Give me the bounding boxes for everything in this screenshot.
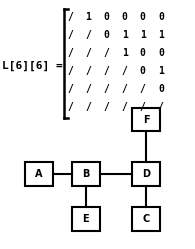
Text: /: / <box>85 84 91 94</box>
Text: 1: 1 <box>122 48 128 58</box>
Bar <box>132 108 160 131</box>
Bar <box>72 207 100 231</box>
Text: 0: 0 <box>122 11 128 22</box>
Text: /: / <box>104 66 109 76</box>
Text: /: / <box>104 84 109 94</box>
Text: /: / <box>158 102 164 113</box>
Text: D: D <box>142 169 150 179</box>
Text: 0: 0 <box>104 30 109 40</box>
Text: C: C <box>143 214 150 224</box>
Text: 0: 0 <box>158 48 164 58</box>
Text: 0: 0 <box>140 66 146 76</box>
Text: 0: 0 <box>158 11 164 22</box>
Text: A: A <box>35 169 43 179</box>
Text: /: / <box>67 11 73 22</box>
Text: /: / <box>67 66 73 76</box>
Text: 1: 1 <box>122 30 128 40</box>
Text: /: / <box>67 48 73 58</box>
Text: /: / <box>67 102 73 113</box>
Text: F: F <box>143 115 150 124</box>
Text: 0: 0 <box>140 11 146 22</box>
Bar <box>132 207 160 231</box>
Bar <box>72 162 100 186</box>
Bar <box>25 162 53 186</box>
Text: /: / <box>122 102 128 113</box>
Text: /: / <box>85 102 91 113</box>
Text: /: / <box>67 30 73 40</box>
Text: 0: 0 <box>140 48 146 58</box>
Text: /: / <box>104 102 109 113</box>
Bar <box>132 162 160 186</box>
Text: 1: 1 <box>85 11 91 22</box>
Text: 1: 1 <box>158 30 164 40</box>
Text: 0: 0 <box>158 84 164 94</box>
Text: 1: 1 <box>140 30 146 40</box>
Text: /: / <box>140 102 146 113</box>
Text: B: B <box>82 169 90 179</box>
Text: /: / <box>85 66 91 76</box>
Text: /: / <box>122 66 128 76</box>
Text: 0: 0 <box>104 11 109 22</box>
Text: /: / <box>122 84 128 94</box>
Text: /: / <box>104 48 109 58</box>
Text: /: / <box>85 30 91 40</box>
Text: /: / <box>85 48 91 58</box>
Text: 1: 1 <box>158 66 164 76</box>
Text: E: E <box>82 214 89 224</box>
Text: /: / <box>140 84 146 94</box>
Text: /: / <box>67 84 73 94</box>
Text: L[6][6] =: L[6][6] = <box>2 61 63 71</box>
